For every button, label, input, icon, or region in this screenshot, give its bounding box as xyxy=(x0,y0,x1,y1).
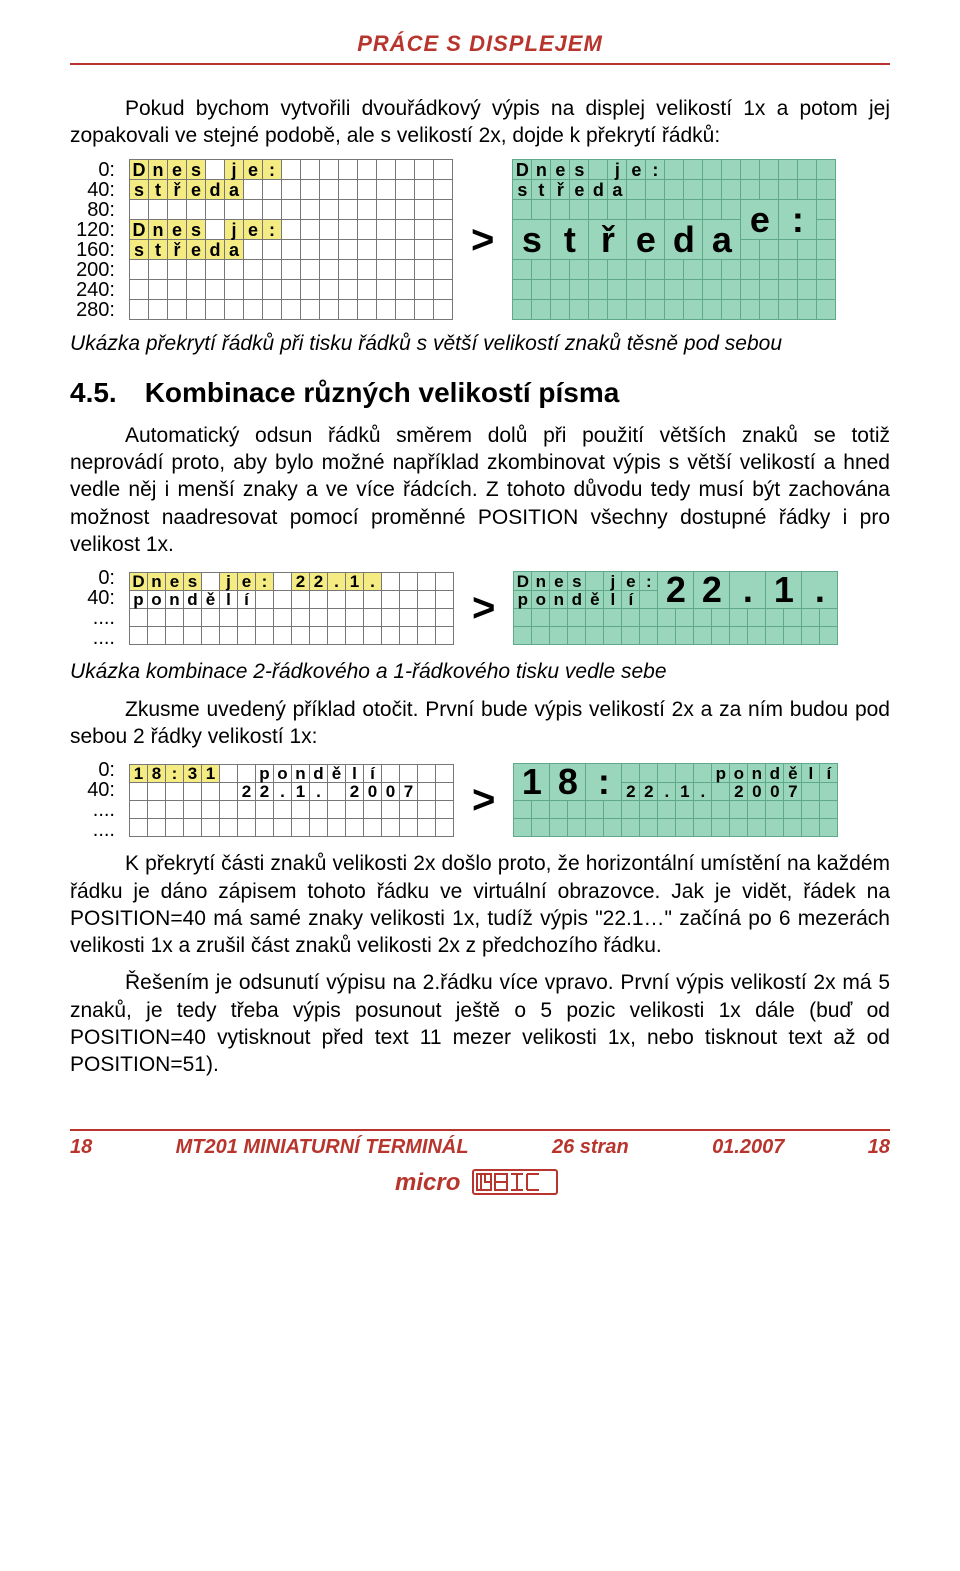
fig2-caption: Ukázka kombinace 2-řádkového a 1-řádkové… xyxy=(70,658,890,685)
logo-text: micro xyxy=(395,1169,460,1196)
fig1-left-grid: Dnesje:středaDnesje:středa xyxy=(129,159,453,320)
section-number: 4.5. xyxy=(70,377,117,408)
figure-3: 0:40:........ 18:31pondělí22.1.2007 > 18… xyxy=(70,760,890,840)
fig3-rowlabels: 0:40:........ xyxy=(70,760,115,840)
closing-para-1: K překrytí části znaků velikosti 2x došl… xyxy=(70,850,890,959)
intro-para: Pokud bychom vytvořili dvouřádkový výpis… xyxy=(70,95,890,150)
fig1-caption: Ukázka překrytí řádků při tisku řádků s … xyxy=(70,330,890,357)
section-heading: 4.5. Kombinace různých velikostí písma xyxy=(70,375,890,411)
fig2-right-grid: Dnesje:22.1.pondělí xyxy=(513,571,838,645)
fig2-rowlabels: 0:40:........ xyxy=(70,568,115,648)
fig1-rowlabels: 0:40:80:120:160:200:240:280: xyxy=(70,160,115,320)
figure-1: 0:40:80:120:160:200:240:280: Dnesje:stře… xyxy=(70,159,890,320)
footer-page-left: 18 xyxy=(70,1134,92,1160)
arrow-icon: > xyxy=(472,582,495,634)
footer-logo: micro xyxy=(70,1166,890,1205)
footer-page-right: 18 xyxy=(868,1134,890,1160)
footer-date: 01.2007 xyxy=(712,1134,784,1160)
section-para: Automatický odsun řádků směrem dolů při … xyxy=(70,422,890,558)
section-title: Kombinace různých velikostí písma xyxy=(145,377,620,408)
fig2-left-grid: Dnesje:22.1.pondělí xyxy=(129,572,454,645)
footer-title: MT201 MINIATURNÍ TERMINÁL xyxy=(176,1134,469,1160)
figure-2: 0:40:........ Dnesje:22.1.pondělí > Dnes… xyxy=(70,568,890,648)
arrow-icon: > xyxy=(471,214,494,266)
footer-pages: 26 stran xyxy=(552,1134,629,1160)
fig3-right-grid: 18:pondělí22.1.2007 xyxy=(513,763,838,837)
between-para: Zkusme uvedený příklad otočit. První bud… xyxy=(70,696,890,751)
page-header: PRÁCE S DISPLEJEM xyxy=(70,30,890,65)
fig1-right-grid: Dnesje:středae:středa xyxy=(512,159,836,320)
arrow-icon: > xyxy=(472,774,495,826)
page-footer: 18 MT201 MINIATURNÍ TERMINÁL 26 stran 01… xyxy=(70,1129,890,1205)
fig3-left-grid: 18:31pondělí22.1.2007 xyxy=(129,764,454,837)
closing-para-2: Řešením je odsunutí výpisu na 2.řádku ví… xyxy=(70,969,890,1078)
